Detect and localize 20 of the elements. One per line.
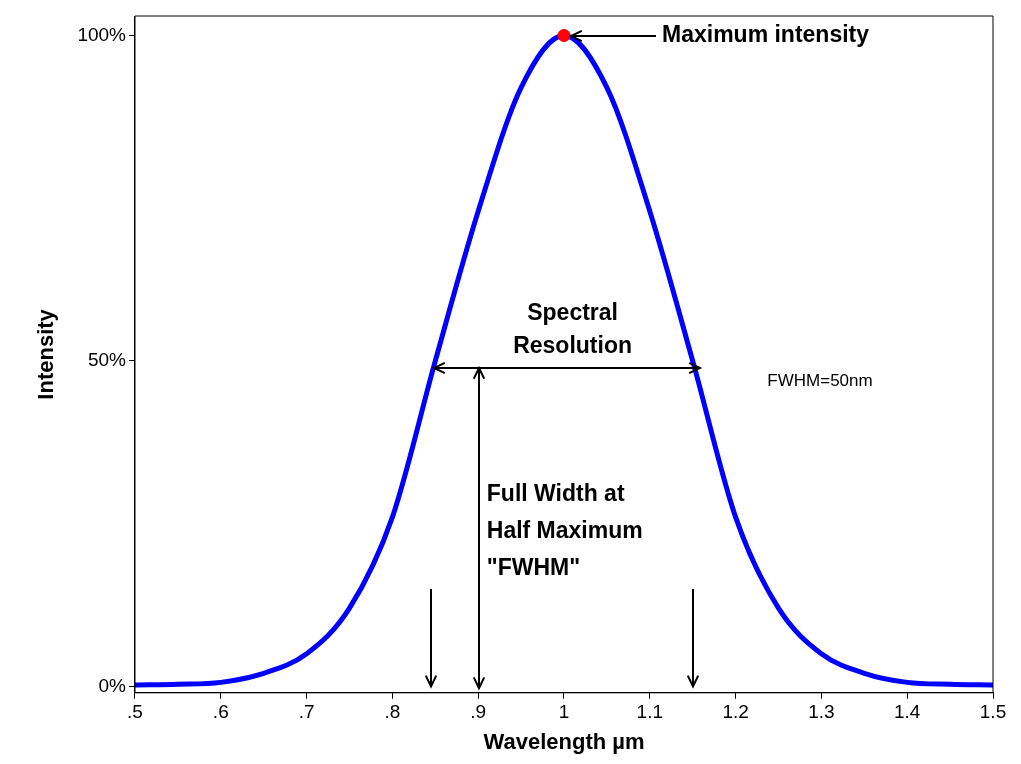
x-tick-label: 1.1: [636, 701, 664, 723]
y-axis-title: Intensity: [33, 308, 59, 400]
x-axis-title: Wavelength µm: [483, 728, 645, 754]
x-tick-label: 1.4: [893, 701, 921, 723]
y-tick-label: 50%: [87, 349, 127, 371]
x-tick-label: 1.3: [808, 701, 835, 723]
annotation: Spectral Resolution: [513, 299, 632, 359]
x-tick-label: .8: [384, 701, 401, 723]
annotation: Full Width at Half Maximum "FWHM": [486, 479, 643, 580]
x-tick-label: .9: [470, 701, 487, 723]
annotation: Maximum intensity: [662, 20, 870, 47]
x-tick-label: .7: [298, 701, 315, 723]
x-tick-label: .6: [212, 701, 229, 723]
y-tick-label: 100%: [77, 23, 127, 45]
x-tick-label: .5: [127, 701, 143, 723]
x-tick-label: 1.5: [979, 701, 1007, 723]
y-tick-label: 0%: [98, 674, 127, 696]
annotation: FWHM=50nm: [767, 371, 873, 391]
x-tick-label: 1: [558, 701, 570, 723]
x-tick-label: 1.2: [722, 701, 749, 723]
